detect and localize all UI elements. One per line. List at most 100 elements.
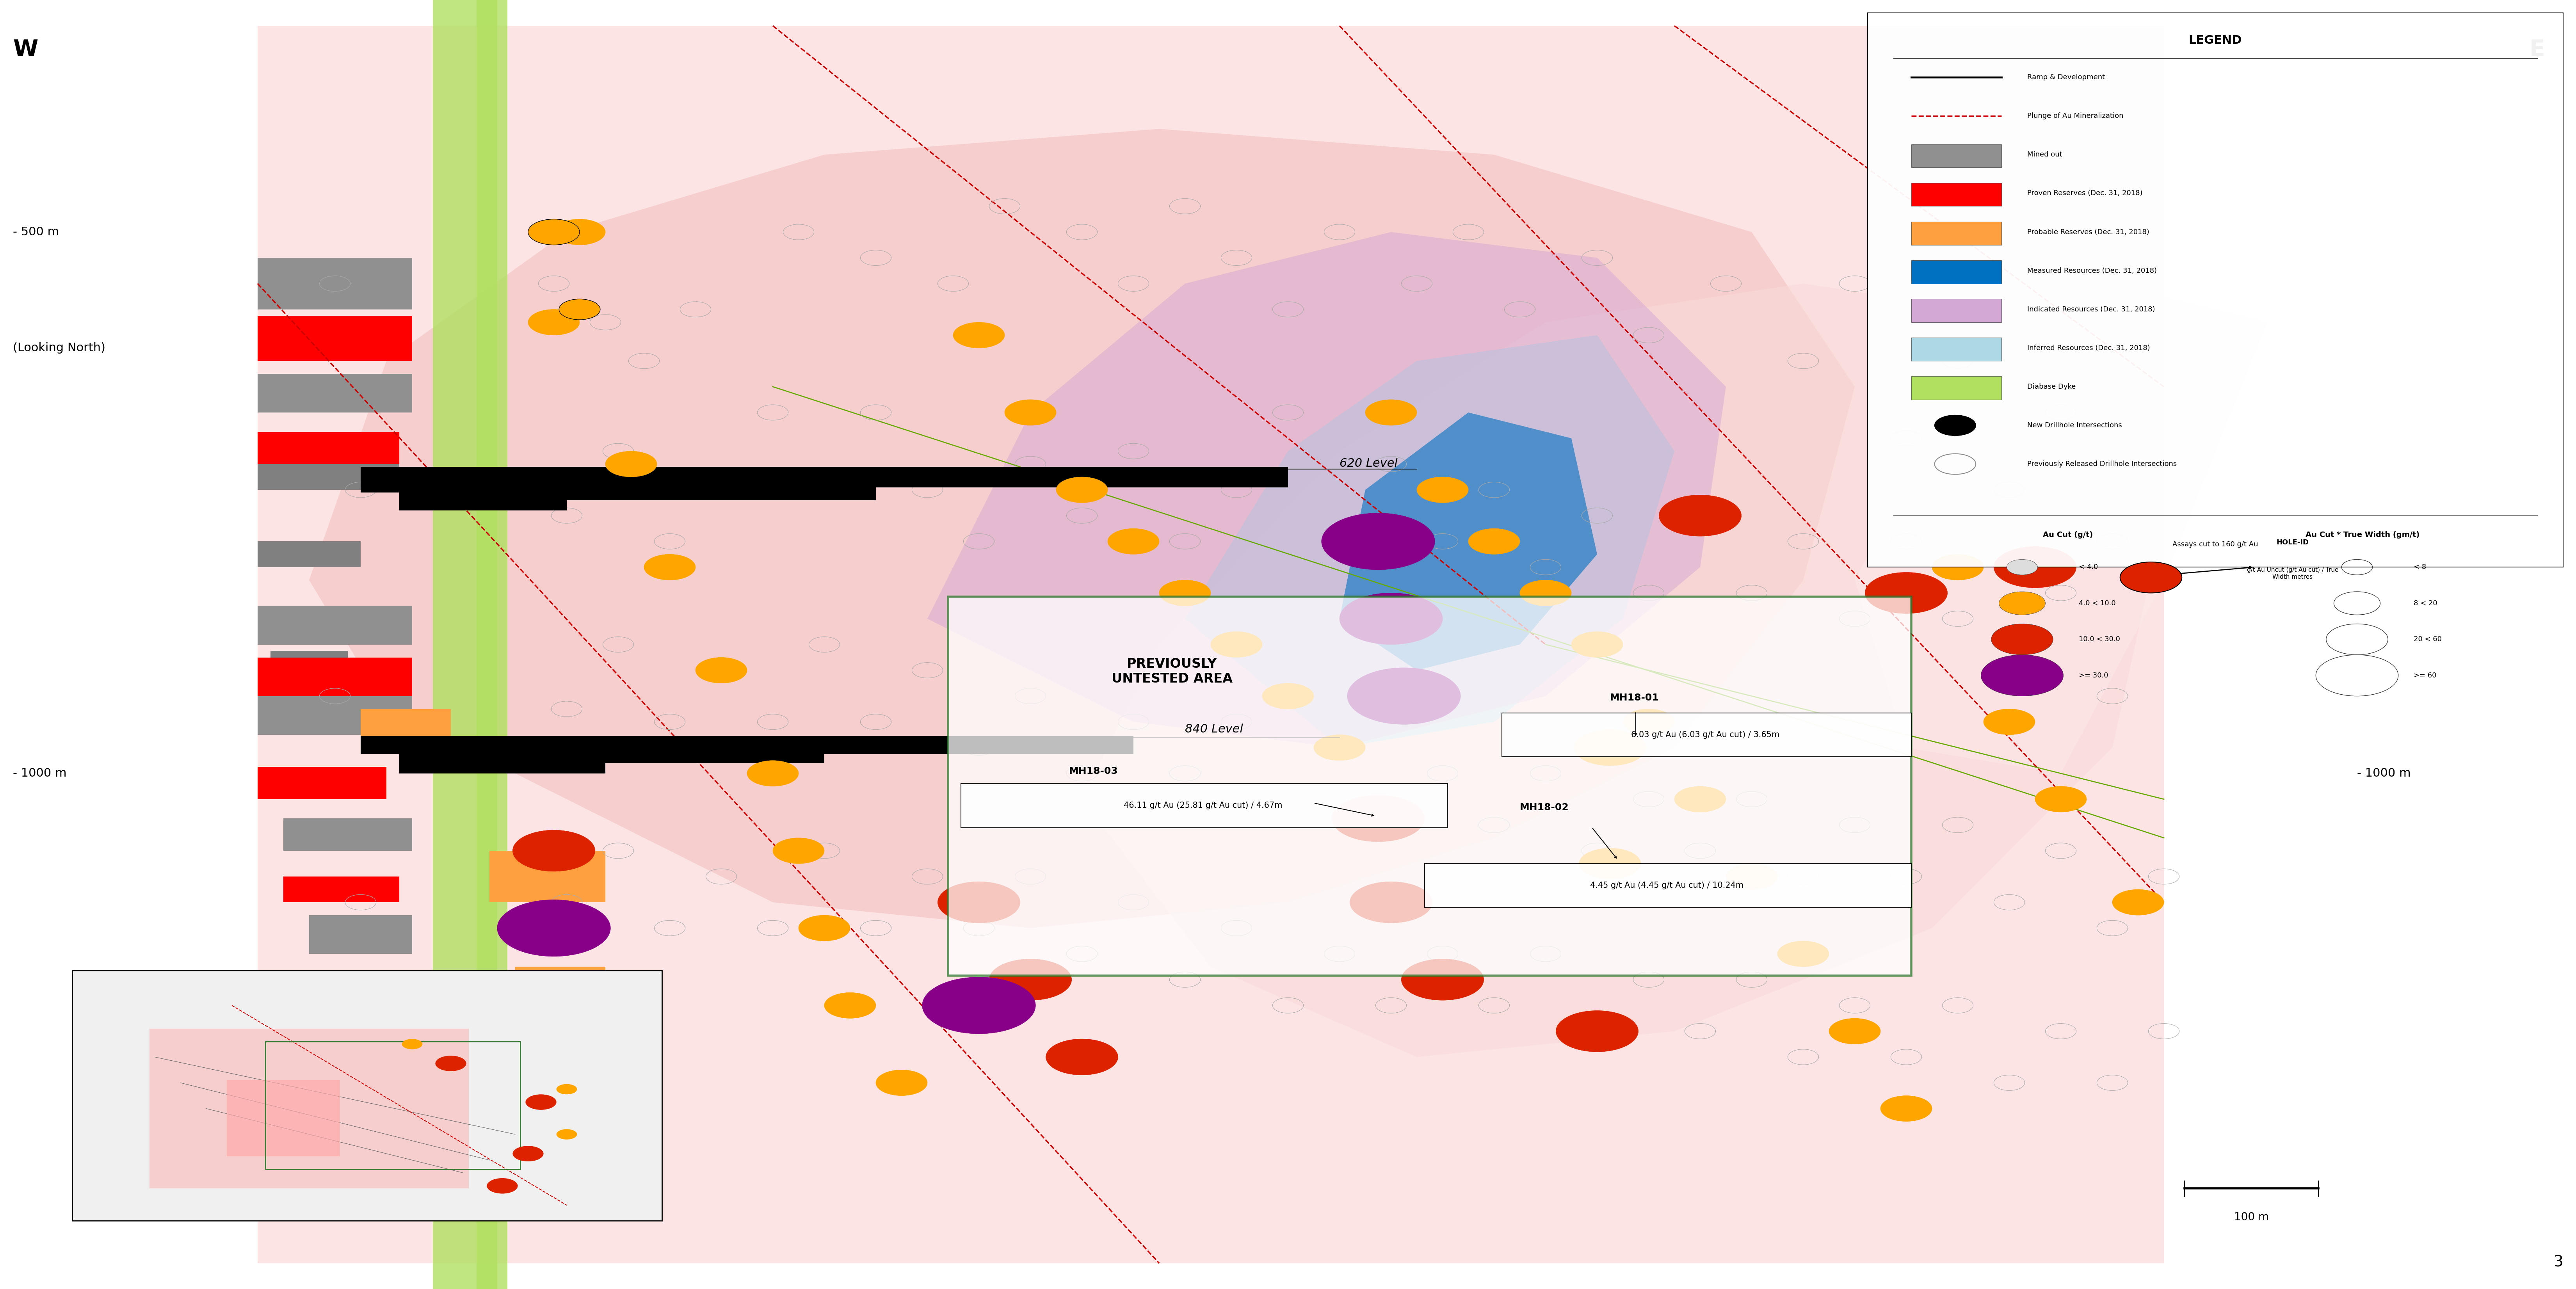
Circle shape — [528, 219, 580, 245]
Circle shape — [556, 1084, 577, 1094]
FancyBboxPatch shape — [1868, 13, 2563, 567]
Bar — [1911, 338, 2002, 361]
FancyBboxPatch shape — [258, 26, 2164, 1263]
Text: < 4.0: < 4.0 — [2079, 563, 2097, 571]
Circle shape — [528, 309, 580, 335]
Circle shape — [1935, 415, 1976, 436]
Text: 10.0 < 30.0: 10.0 < 30.0 — [2079, 635, 2120, 643]
Circle shape — [1347, 668, 1461, 724]
Text: 3: 3 — [2553, 1254, 2563, 1270]
Circle shape — [402, 1039, 422, 1049]
Text: MH18-01: MH18-01 — [1610, 693, 1659, 703]
Circle shape — [1991, 624, 2053, 655]
Circle shape — [1211, 632, 1262, 657]
Circle shape — [1350, 882, 1432, 923]
Polygon shape — [927, 232, 1726, 748]
Text: 20 < 60: 20 < 60 — [2414, 635, 2442, 643]
Circle shape — [435, 1056, 466, 1071]
Circle shape — [824, 993, 876, 1018]
Text: HOLE-ID: HOLE-ID — [2277, 539, 2308, 545]
Bar — [433, 0, 497, 1289]
Text: g/t Au Uncut (g/t Au cut) / True
Width metres: g/t Au Uncut (g/t Au cut) / True Width m… — [2246, 567, 2339, 580]
Bar — [361, 482, 876, 492]
Circle shape — [1999, 592, 2045, 615]
Circle shape — [1321, 513, 1435, 570]
Bar — [309, 973, 412, 1005]
Bar — [270, 651, 348, 670]
Text: 620 Level: 620 Level — [1340, 458, 1399, 469]
Bar — [489, 1031, 554, 1057]
Circle shape — [1340, 593, 1443, 644]
FancyBboxPatch shape — [1425, 864, 1911, 907]
Circle shape — [953, 322, 1005, 348]
Circle shape — [2112, 889, 2164, 915]
Text: - 1000 m: - 1000 m — [13, 768, 67, 779]
Circle shape — [989, 959, 1072, 1000]
FancyBboxPatch shape — [961, 784, 1448, 828]
Bar — [1911, 260, 2002, 284]
Text: 6.03 g/t Au (6.03 g/t Au cut) / 3.65m: 6.03 g/t Au (6.03 g/t Au cut) / 3.65m — [1631, 731, 1780, 739]
Circle shape — [1314, 735, 1365, 761]
Circle shape — [747, 761, 799, 786]
Text: New Drillhole Intersections: New Drillhole Intersections — [2027, 422, 2123, 429]
Text: 4.0 < 10.0: 4.0 < 10.0 — [2079, 599, 2115, 607]
Bar — [1911, 376, 2002, 400]
Text: - 1000 m: - 1000 m — [2357, 768, 2411, 779]
Text: Probable Reserves (Dec. 31, 2018): Probable Reserves (Dec. 31, 2018) — [2027, 228, 2148, 236]
Text: 46.11 g/t Au (25.81 g/t Au cut) / 4.67m: 46.11 g/t Au (25.81 g/t Au cut) / 4.67m — [1123, 802, 1283, 809]
Text: E: E — [2530, 39, 2545, 61]
Circle shape — [1932, 554, 1984, 580]
Text: Mined out: Mined out — [2027, 151, 2063, 159]
Text: 840 Level: 840 Level — [1185, 723, 1244, 735]
Circle shape — [1417, 477, 1468, 503]
Text: < 8: < 8 — [2414, 563, 2427, 571]
Circle shape — [1994, 547, 2076, 588]
Bar — [399, 487, 567, 510]
FancyBboxPatch shape — [1502, 713, 1911, 757]
Circle shape — [1865, 572, 1947, 614]
Circle shape — [2035, 786, 2087, 812]
FancyBboxPatch shape — [72, 971, 662, 1221]
Bar — [464, 980, 541, 1005]
Text: PREVIOUSLY
UNTESTED AREA: PREVIOUSLY UNTESTED AREA — [1113, 657, 1231, 686]
Circle shape — [1159, 580, 1211, 606]
Bar — [283, 819, 412, 851]
Polygon shape — [309, 129, 1855, 928]
Circle shape — [559, 299, 600, 320]
Circle shape — [1108, 528, 1159, 554]
Text: Au Cut * True Width (gm/t): Au Cut * True Width (gm/t) — [2306, 531, 2419, 539]
Polygon shape — [1855, 284, 2267, 773]
Polygon shape — [1185, 335, 1674, 748]
Bar — [1911, 222, 2002, 245]
Text: Diabase Dyke: Diabase Dyke — [2027, 383, 2076, 391]
Bar — [361, 736, 1133, 754]
Bar — [258, 432, 399, 464]
Circle shape — [1571, 632, 1623, 657]
Circle shape — [497, 900, 611, 956]
Text: Indicated Resources (Dec. 31, 2018): Indicated Resources (Dec. 31, 2018) — [2027, 305, 2156, 313]
Polygon shape — [1082, 284, 2164, 1057]
Text: MH18-02: MH18-02 — [1520, 803, 1569, 812]
Circle shape — [564, 1062, 647, 1103]
Text: >= 60: >= 60 — [2414, 672, 2437, 679]
Bar — [515, 967, 605, 1005]
Circle shape — [1556, 1011, 1638, 1052]
Bar — [1911, 183, 2002, 206]
Text: MH18-03: MH18-03 — [1069, 767, 1118, 776]
Text: Ramp & Development: Ramp & Development — [2027, 73, 2105, 81]
Text: - 500 m: - 500 m — [13, 227, 59, 237]
Circle shape — [1880, 1096, 1932, 1121]
Circle shape — [1674, 786, 1726, 812]
Bar — [1911, 299, 2002, 322]
Circle shape — [605, 451, 657, 477]
Circle shape — [1659, 495, 1741, 536]
Text: Assays cut to 160 g/t Au: Assays cut to 160 g/t Au — [2172, 541, 2259, 548]
Circle shape — [1332, 795, 1425, 842]
Bar — [258, 657, 412, 696]
Circle shape — [513, 830, 595, 871]
Circle shape — [2120, 562, 2182, 593]
Circle shape — [922, 977, 1036, 1034]
Circle shape — [1777, 941, 1829, 967]
Bar — [399, 750, 605, 773]
Circle shape — [1574, 730, 1646, 766]
